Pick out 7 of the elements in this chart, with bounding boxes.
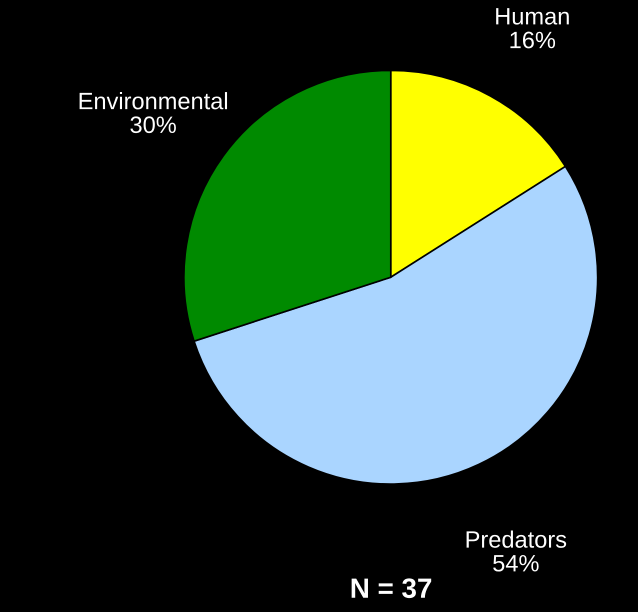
slice-label: Human (496, 8, 569, 25)
data-label: 54% (493, 554, 539, 572)
slice-label: Environmental (80, 92, 228, 110)
slice-label: Predators (466, 530, 566, 548)
data-label: 30% (130, 116, 176, 134)
data-label: 16% (510, 32, 556, 48)
text: N = 37 (352, 578, 432, 598)
